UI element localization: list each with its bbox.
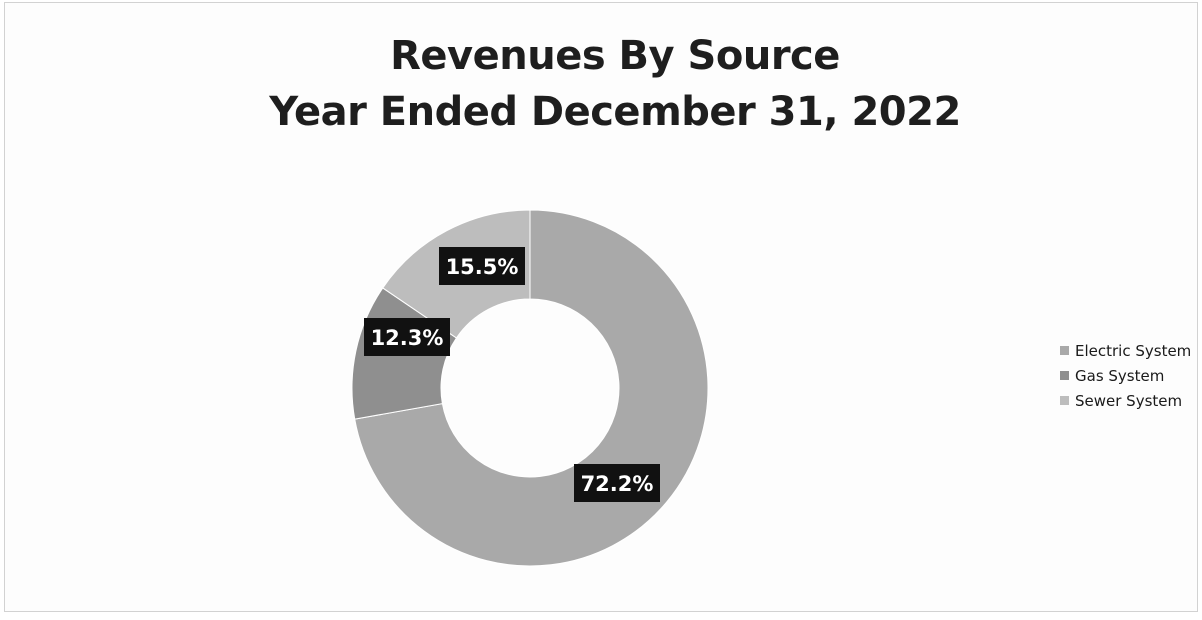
chart-subtitle: Year Ended December 31, 2022 — [269, 89, 961, 135]
legend-label-sewer-system: Sewer System — [1075, 392, 1183, 410]
legend-label-gas-system: Gas System — [1075, 367, 1165, 385]
data-label-box — [364, 318, 450, 356]
data-label-electric-system: 72.2% — [574, 464, 660, 502]
data-label-sewer-system: 15.5% — [439, 247, 525, 285]
data-label-text: 15.5% — [446, 255, 519, 279]
data-label-text: 12.3% — [371, 326, 444, 350]
legend-item-electric-system: Electric System — [1060, 340, 1191, 362]
legend-label-electric-system: Electric System — [1075, 342, 1192, 360]
legend-item-sewer-system: Sewer System — [1060, 390, 1191, 412]
legend-swatch-electric-system — [1060, 346, 1069, 355]
data-label-box — [574, 464, 660, 502]
chart-title-block: Revenues By Source Year Ended December 3… — [0, 28, 1202, 140]
chart-title: Revenues By Source — [390, 33, 840, 79]
legend-swatch-sewer-system — [1060, 396, 1069, 405]
data-label-text: 72.2% — [581, 472, 654, 496]
data-label-box — [439, 247, 525, 285]
data-label-gas-system: 12.3% — [364, 318, 450, 356]
legend-swatch-gas-system — [1060, 371, 1069, 380]
chart-legend: Electric System Gas System Sewer System — [1060, 340, 1191, 415]
legend-item-gas-system: Gas System — [1060, 365, 1191, 387]
